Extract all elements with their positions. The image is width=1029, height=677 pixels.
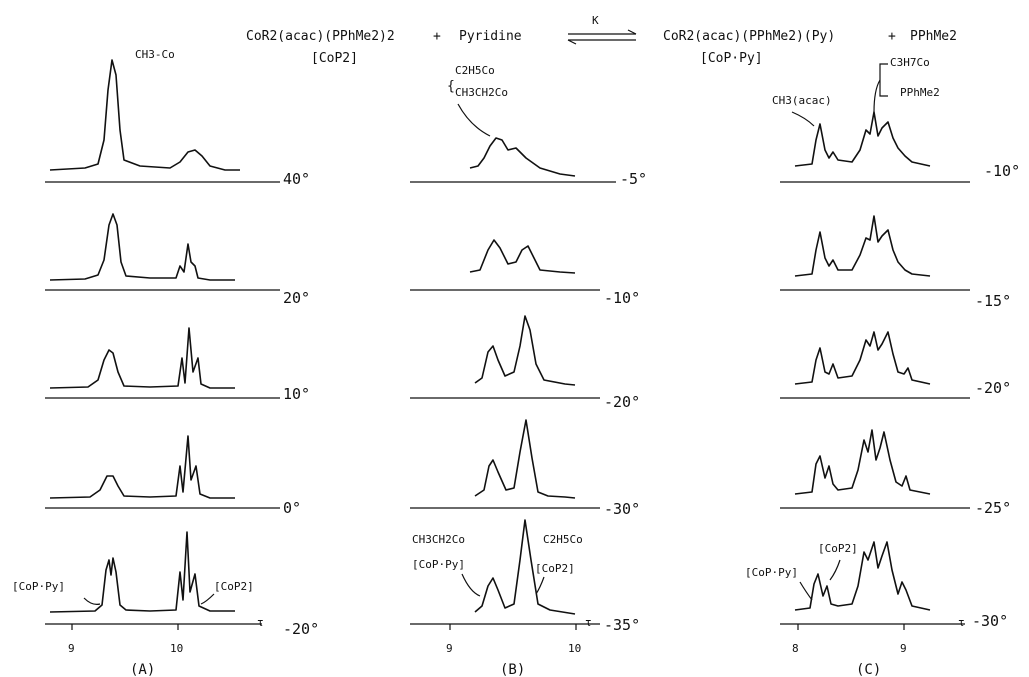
copy-label-a: [CoP·Py] <box>12 580 65 593</box>
temp-b-4: -30° <box>604 500 640 518</box>
temp-b-1: -5° <box>620 170 647 188</box>
brace-c <box>879 63 888 97</box>
reactant1-short: [CoP2] <box>311 51 358 66</box>
copy-label-b: [CoP·Py] <box>412 558 465 571</box>
temp-c-4: -25° <box>975 499 1011 517</box>
spectrum-b-neg10 <box>469 239 576 274</box>
tau-axis-a: τ <box>257 616 264 629</box>
spectrum-c-neg30 <box>794 541 931 611</box>
temp-c-1: -10° <box>984 162 1020 180</box>
product1-short: [CoP·Py] <box>700 51 763 66</box>
temp-a-5: -20° <box>283 620 319 638</box>
equilibrium-arrows <box>567 29 637 45</box>
arrow-acac <box>791 111 815 127</box>
tick-c-9: 9 <box>900 642 907 655</box>
cop2-label-c: [CoP2] <box>818 542 858 555</box>
reactant1: CoR2(acac)(PPhMe2)2 <box>246 29 395 44</box>
k-label: K <box>592 14 599 27</box>
panel-c-label: (C) <box>856 662 881 677</box>
temp-a-2: 20° <box>283 289 310 307</box>
arrow-copy-b <box>461 573 481 597</box>
ch3-acac-label: CH3(acac) <box>772 94 832 107</box>
tau-axis-b: τ <box>585 616 592 629</box>
temp-c-5: -30° <box>972 612 1008 630</box>
plus-sign-2: + <box>888 29 896 44</box>
arrow-copy-a <box>83 597 101 605</box>
tick-b-9: 9 <box>446 642 453 655</box>
arrow-cop2-a <box>200 593 215 605</box>
panel-c: C3H7Co PPhMe2 CH3(acac) -10° -15° -20° -… <box>745 56 1020 677</box>
ch3-co-label: CH3-Co <box>135 48 175 61</box>
panel-a: CH3-Co 40° 20° 10° 0° τ -20° [CoP·Py] [C… <box>12 48 319 677</box>
product1: CoR2(acac)(PPhMe2)(Py) <box>663 29 835 44</box>
spectrum-a-0 <box>49 435 235 499</box>
spectrum-c-neg10 <box>794 111 931 167</box>
panel-a-label: (A) <box>130 662 155 677</box>
spectrum-c-neg15 <box>794 215 931 277</box>
c2h5co-label-bottom: C2H5Co <box>543 533 583 546</box>
spectrum-a-neg20 <box>49 531 235 613</box>
brace-b: { <box>447 79 455 94</box>
tick-b-10: 10 <box>568 642 581 655</box>
reactant2: Pyridine <box>459 29 522 44</box>
reaction-equation: CoR2(acac)(PPhMe2)2 [CoP2] + Pyridine K … <box>246 14 957 66</box>
spectrum-b-neg30 <box>474 419 576 499</box>
tick-a-9: 9 <box>68 642 75 655</box>
cop2-label-a: [CoP2] <box>214 580 254 593</box>
arrow-b-top <box>457 103 491 137</box>
spectrum-c-neg25 <box>794 429 931 495</box>
temp-a-4: 0° <box>283 499 301 517</box>
temp-c-3: -20° <box>975 379 1011 397</box>
temp-b-5: -35° <box>604 616 640 634</box>
temp-a-3: 10° <box>283 385 310 403</box>
cop2-label-b: [CoP2] <box>535 562 575 575</box>
temp-c-2: -15° <box>975 292 1011 310</box>
pphme2-label: PPhMe2 <box>900 86 940 99</box>
spectrum-a-40 <box>49 59 240 171</box>
temp-b-2: -10° <box>604 289 640 307</box>
spectrum-b-neg35 <box>474 519 576 615</box>
plus-sign-1: + <box>433 29 441 44</box>
tick-a-10: 10 <box>170 642 183 655</box>
tau-axis-c: τ <box>958 616 965 629</box>
arrow-copy-c <box>799 581 813 601</box>
spectrum-a-10 <box>49 327 235 389</box>
arrow-c-top <box>873 79 881 113</box>
panel-b: C2H5Co CH3CH2Co { -5° -10° -20° -30° τ -… <box>410 64 647 677</box>
product2: PPhMe2 <box>910 29 957 44</box>
c3h7co-label: C3H7Co <box>890 56 930 69</box>
spectrum-b-neg20 <box>474 315 576 386</box>
copy-label-c: [CoP·Py] <box>745 566 798 579</box>
spectrum-c-neg20 <box>794 331 931 385</box>
temp-b-3: -20° <box>604 393 640 411</box>
c2h5co-label-top: C2H5Co <box>455 64 495 77</box>
ch3ch2co-label-bottom: CH3CH2Co <box>412 533 465 546</box>
arrow-cop2-c <box>829 559 841 581</box>
ch3ch2co-label-top: CH3CH2Co <box>455 86 508 99</box>
arrow-cop2-b <box>535 576 545 595</box>
panel-b-label: (B) <box>500 662 525 677</box>
spectrum-b-neg5 <box>469 137 576 177</box>
tick-c-8: 8 <box>792 642 799 655</box>
temp-a-1: 40° <box>283 170 310 188</box>
spectrum-a-20 <box>49 213 235 281</box>
